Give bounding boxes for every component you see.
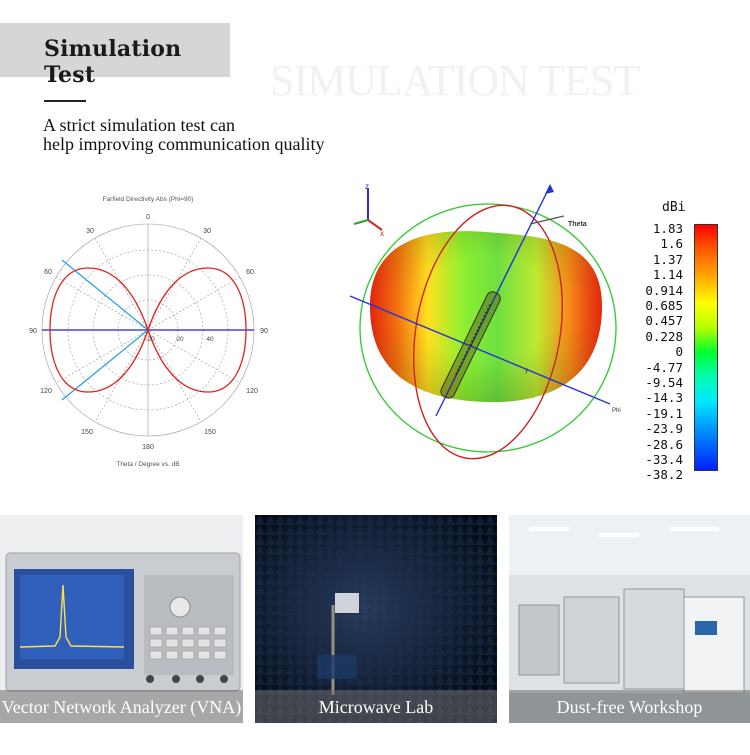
photo-gallery: Vector Network Analyzer (VNA) Microwave … [0, 515, 750, 723]
intro-line-1: A strict simulation test can [43, 115, 235, 135]
scale-tick-label: 0.685 [645, 298, 683, 313]
scale-tick-label: -14.3 [645, 390, 683, 406]
beam-line-lower [61, 329, 149, 401]
scale-tick-label: 1.14 [652, 267, 683, 283]
vna-illustration [0, 515, 243, 723]
beam-line-upper [61, 259, 149, 331]
pattern-lobe-left [49, 267, 149, 393]
axis-y-label: y [525, 368, 528, 374]
angle-label: 0 [146, 214, 150, 221]
angle-label: 150 [81, 429, 93, 436]
angle-label: 90 [260, 328, 268, 335]
angle-label: 60 [246, 269, 254, 276]
scale-tick-label: 0.914 [645, 282, 683, 298]
microwave-lab-caption: Microwave Lab [318, 697, 434, 717]
polar-title: Farfield Directivity Abs (Phi=90) [103, 196, 194, 203]
workshop-caption: Dust-free Workshop [556, 697, 703, 717]
watermark-text: SIMULATION TEST [270, 56, 640, 105]
radial-label: 40 [206, 336, 214, 343]
angle-label: 180 [142, 444, 154, 451]
farfield-polar-plot: Farfield Directivity Abs (Phi=90) 0 30 3… [29, 196, 268, 468]
scale-tick-label: 1.83 [652, 221, 683, 236]
angle-label: 30 [86, 228, 94, 235]
scale-tick-label: -28.6 [645, 436, 683, 452]
phi-label: Phi [612, 408, 621, 414]
radial-label: 20 [176, 336, 184, 343]
intro-text: A strict simulation test can help improv… [43, 116, 383, 154]
scale-tick-label: -38.2 [645, 467, 683, 483]
pattern-lobe-right [147, 267, 247, 393]
vna-photo: Vector Network Analyzer (VNA) [0, 515, 243, 723]
color-scale-legend: dBi 1.83 1.6 1.37 1.14 0.914 0.685 0.457 0.228 0… [628, 198, 728, 488]
radiation-3d-view: z x Theta Phi y [349, 182, 621, 460]
scale-tick-label: 1.6 [660, 236, 683, 252]
theta-label: Theta [568, 221, 587, 228]
scale-tick-label: 0 [675, 344, 683, 360]
scale-tick-label: 1.37 [652, 251, 683, 267]
polar-xlabel: Theta / Degree vs. dB [116, 461, 179, 468]
red-meridian-ring [412, 204, 564, 460]
scale-gradient-bar [694, 224, 718, 471]
workshop-photo: Dust-free Workshop [509, 515, 750, 723]
angle-label: 30 [203, 228, 211, 235]
divider [44, 100, 86, 102]
scale-tick-label: -23.9 [645, 421, 683, 437]
scale-tick-label: -33.4 [645, 452, 683, 467]
microwave-lab-photo: Microwave Lab [255, 515, 497, 723]
angle-label: 60 [44, 269, 52, 276]
caption-background [0, 690, 243, 723]
scale-tick-label: -9.54 [645, 375, 683, 390]
scale-tick-label: -4.77 [645, 359, 683, 375]
radial-label: -20 [145, 336, 155, 343]
page-title: Simulation Test [44, 36, 182, 88]
vna-caption: Vector Network Analyzer (VNA) [1, 697, 242, 717]
angle-label: 120 [246, 388, 258, 395]
axis-arrowhead [545, 184, 554, 194]
angle-label: 90 [29, 328, 37, 335]
scale-tick-label: 0.457 [645, 313, 683, 329]
intro-line-2: help improving communication quality [43, 134, 325, 154]
scale-unit-label: dBi [662, 200, 686, 215]
axis-x-label: x [380, 229, 384, 238]
caption-background [509, 690, 750, 723]
title-banner: Simulation Test [0, 23, 230, 88]
scale-tick-label: -19.1 [645, 405, 683, 421]
scale-tick-label: 0.228 [645, 328, 683, 344]
antenna-model [440, 291, 501, 399]
angle-label: 150 [204, 429, 216, 436]
theta-direction-arrow [529, 215, 565, 225]
anechoic-chamber-illustration [255, 515, 497, 723]
green-sphere-ring [359, 203, 617, 453]
angle-label: 120 [40, 388, 52, 395]
axis-z-label: z [365, 182, 369, 191]
axis-triad: z x [353, 182, 384, 238]
caption-background [255, 690, 497, 723]
horizontal-axis-line [349, 295, 611, 405]
